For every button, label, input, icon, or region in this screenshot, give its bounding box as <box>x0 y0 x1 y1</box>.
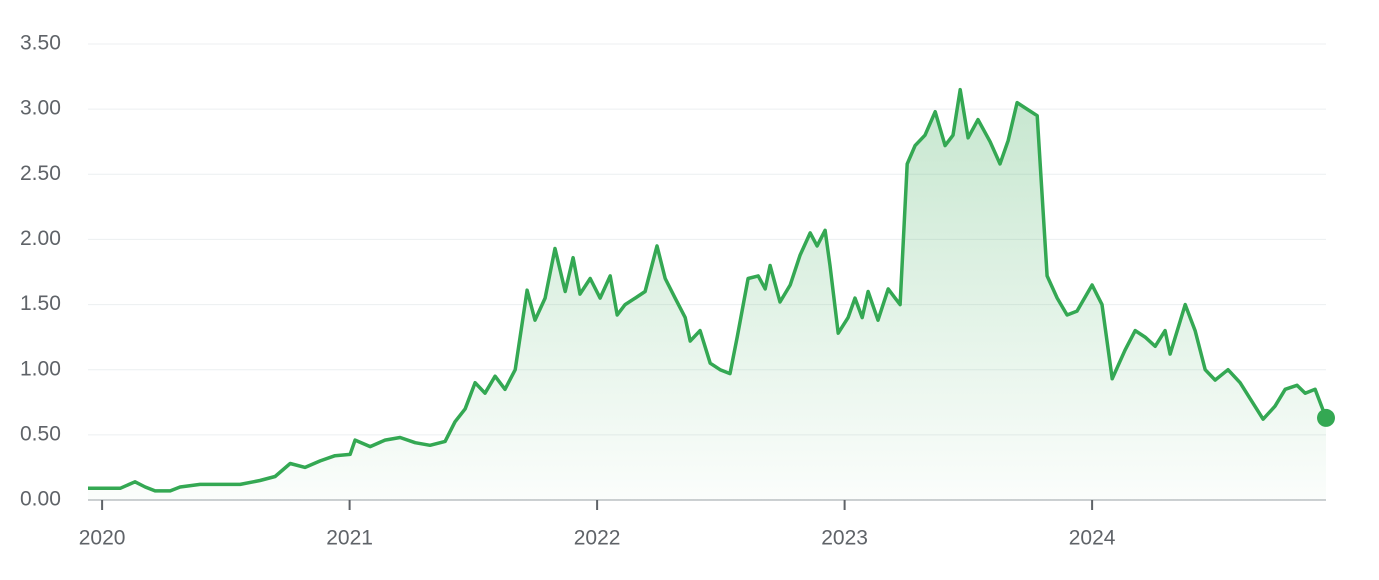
y-tick-label: 1.50 <box>20 292 61 315</box>
y-tick-label: 0.50 <box>20 422 61 445</box>
y-tick-label: 0.00 <box>20 488 61 511</box>
y-tick-label: 2.00 <box>20 227 61 250</box>
y-tick-label: 1.00 <box>20 357 61 380</box>
area <box>88 89 1326 500</box>
x-tick-label: 2023 <box>821 527 868 550</box>
y-tick-label: 3.50 <box>20 32 61 55</box>
end-dot <box>1317 408 1335 427</box>
x-tick-label: 2021 <box>326 527 373 550</box>
y-tick-label: 2.50 <box>20 162 61 185</box>
x-tick-label: 2024 <box>1069 527 1116 550</box>
line <box>88 87 1328 493</box>
x-tick-label: 2020 <box>79 527 126 550</box>
x-tick-label: 2022 <box>574 527 621 550</box>
y-tick-label: 3.00 <box>20 97 61 120</box>
